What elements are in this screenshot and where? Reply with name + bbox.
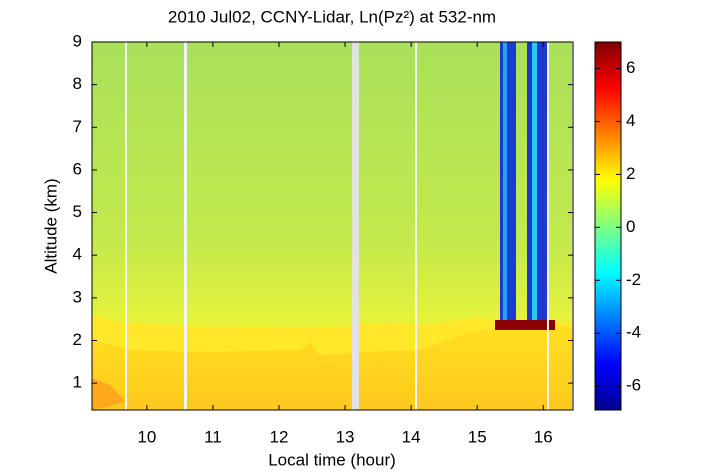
x-tick-label: 10 — [137, 427, 156, 446]
y-tick-label: 5 — [73, 202, 82, 221]
x-tick-label: 13 — [336, 427, 355, 446]
y-tick-label: 6 — [73, 159, 82, 178]
x-axis-label: Local time (hour) — [268, 450, 396, 469]
y-tick-label: 7 — [73, 117, 82, 136]
x-tick-label: 16 — [534, 427, 553, 446]
plot-frame — [91, 41, 574, 411]
x-tick-label: 11 — [204, 427, 222, 446]
colorbar-tick-label: -4 — [626, 323, 641, 342]
heatmap-field — [92, 42, 574, 410]
y-tick-label: 3 — [73, 287, 82, 306]
y-tick-label: 8 — [73, 74, 82, 93]
x-tick-label: 14 — [402, 427, 421, 446]
colorbar-tick-label: 6 — [626, 58, 635, 77]
x-tick-label: 15 — [468, 427, 487, 446]
colorbar-tick-label: 4 — [626, 111, 635, 130]
y-tick-label: 1 — [73, 373, 82, 392]
x-tick-label: 12 — [270, 427, 289, 446]
y-axis-label: Altitude (km) — [41, 178, 60, 273]
y-tick-label: 4 — [73, 245, 82, 264]
y-tick-label: 2 — [73, 330, 82, 349]
colorbar-tick-label: 0 — [626, 217, 635, 236]
colorbar-tick-label: -6 — [626, 376, 641, 395]
colorbar-tick-label: 2 — [626, 164, 635, 183]
y-tick-label: 9 — [73, 31, 82, 50]
colorbar-tick-label: -2 — [626, 270, 641, 289]
chart-title: 2010 Jul02, CCNY-Lidar, Ln(Pz²) at 532-n… — [168, 7, 496, 26]
colorbar — [594, 41, 622, 411]
